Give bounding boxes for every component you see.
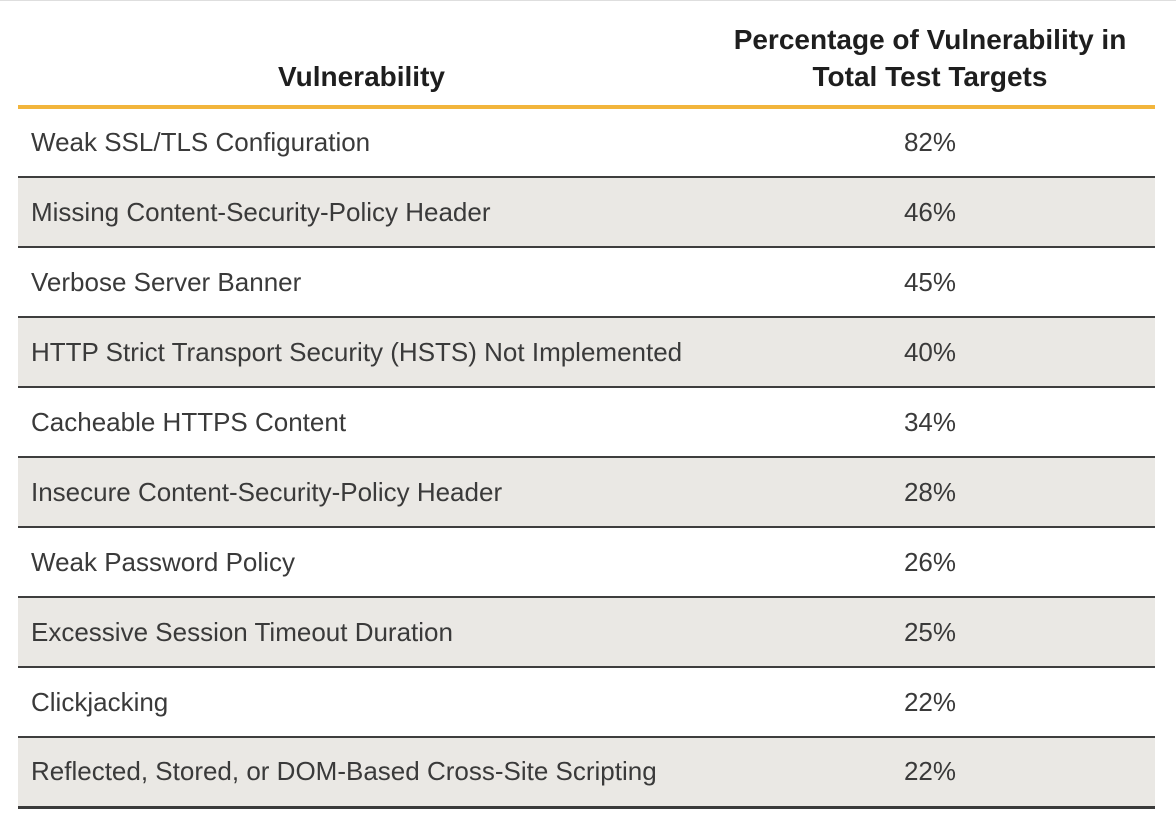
vulnerability-percentage: 28%	[705, 456, 1155, 527]
vulnerability-percentage: 26%	[705, 526, 1155, 597]
table-row: Excessive Session Timeout Duration 25%	[18, 596, 1155, 667]
column-header-percentage-line2: Total Test Targets	[812, 61, 1048, 92]
vulnerability-name: HTTP Strict Transport Security (HSTS) No…	[18, 316, 705, 387]
table-row: Verbose Server Banner 45%	[18, 246, 1155, 317]
vulnerability-percentage: 45%	[705, 246, 1155, 317]
vulnerability-percentage: 34%	[705, 386, 1155, 457]
vulnerability-percentage: 82%	[903, 127, 957, 157]
table-row: HTTP Strict Transport Security (HSTS) No…	[18, 316, 1155, 387]
table-row: Clickjacking 22%	[18, 666, 1155, 737]
vulnerability-name: Weak Password Policy	[18, 526, 705, 597]
table-row: Insecure Content-Security-Policy Header …	[18, 456, 1155, 527]
column-header-percentage: Percentage of Vulnerability in Total Tes…	[705, 1, 1155, 109]
vulnerability-percentage: 22%	[705, 736, 1155, 809]
vulnerability-percentage: 25%	[705, 596, 1155, 667]
vulnerability-name: Cacheable HTTPS Content	[18, 386, 705, 457]
table-row: Missing Content-Security-Policy Header 4…	[18, 176, 1155, 247]
column-header-percentage-line1: Percentage of Vulnerability in	[733, 24, 1127, 55]
vulnerability-name: Verbose Server Banner	[18, 246, 705, 317]
vulnerability-name: Weak SSL/TLS Configuration	[31, 127, 371, 157]
vulnerability-name: Clickjacking	[18, 666, 705, 737]
column-header-vulnerability: Vulnerability	[18, 1, 705, 109]
table-row: Cacheable HTTPS Content 34%	[18, 386, 1155, 457]
vulnerability-name: Excessive Session Timeout Duration	[18, 596, 705, 667]
table-header-row: Vulnerability Percentage of Vulnerabilit…	[18, 1, 1155, 109]
vulnerability-table: Vulnerability Percentage of Vulnerabilit…	[18, 1, 1155, 809]
vulnerability-name: Insecure Content-Security-Policy Header	[18, 456, 705, 527]
vulnerability-percentage: 40%	[705, 316, 1155, 387]
vulnerability-name: Missing Content-Security-Policy Header	[18, 176, 705, 247]
vulnerability-name: Reflected, Stored, or DOM-Based Cross-Si…	[18, 736, 705, 809]
table-row: Weak Password Policy 26%	[18, 526, 1155, 597]
table-row: Weak SSL/TLS Configuration 82%	[18, 107, 1155, 177]
vulnerability-percentage: 22%	[705, 666, 1155, 737]
column-header-vulnerability-label: Vulnerability	[277, 61, 445, 92]
table-row: Reflected, Stored, or DOM-Based Cross-Si…	[18, 736, 1155, 809]
vulnerability-percentage: 46%	[705, 176, 1155, 247]
